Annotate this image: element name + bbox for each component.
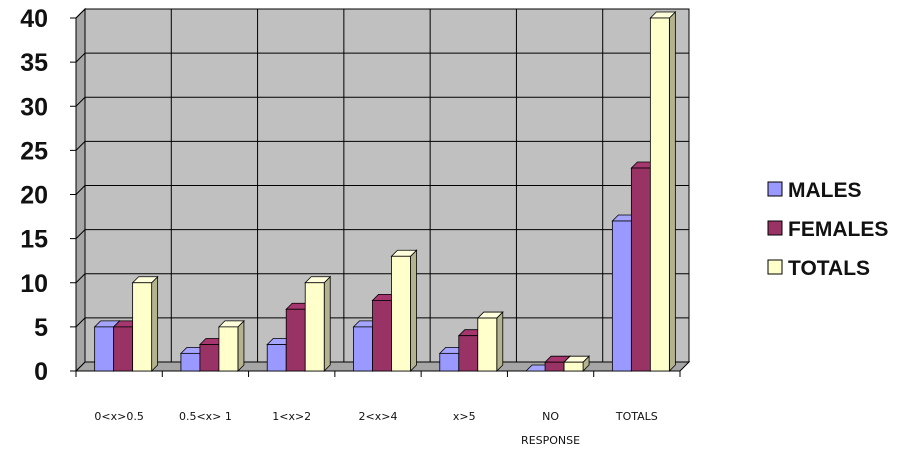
legend-label: TOTALS [788,257,870,280]
bar-totals [390,249,418,372]
bar-totals [131,275,159,372]
x-tick-label: x>5 [453,410,476,423]
gridline [75,273,86,284]
y-tick-label: 0 [34,358,48,386]
legend-label: FEMALES [788,218,888,241]
y-tick-label: 30 [20,93,48,121]
bars [93,11,677,372]
x-tick-label: TOTALS [615,410,658,423]
legend-item-totals: TOTALS [767,257,870,280]
x-tick-label: 0<x>0.5 [94,410,143,423]
bar-totals [304,275,332,372]
gridline [75,96,86,107]
legend-item-females: FEMALES [767,218,888,241]
y-tick-label: 35 [20,49,48,77]
bar-totals [217,319,245,372]
gridline [75,52,86,63]
y-tick-label: 5 [34,314,48,342]
x-tick-label: NO RESPONSE [521,410,580,447]
x-tick-label: 2<x>4 [359,410,398,423]
y-tick-label: 40 [20,5,48,33]
legend-swatch [767,259,783,275]
y-axis-tick-labels: 0 5 10 15 20 25 30 35 40 [20,5,48,386]
gridline [75,185,86,195]
gridline [75,317,86,328]
bar-totals [563,355,591,372]
gridline [75,229,86,239]
x-tick-label: 1<x>2 [272,410,311,423]
bar-totals [649,11,677,372]
legend: MALES FEMALES TOTALS [767,179,888,280]
gridline [75,141,86,151]
y-tick-label: 25 [20,137,48,165]
legend-item-males: MALES [767,179,862,202]
gridline [75,8,86,19]
legend-label: MALES [788,179,862,202]
legend-swatch [767,220,783,236]
y-tick-label: 20 [20,182,48,210]
x-tick-label: 0.5<x> 1 [179,410,232,423]
legend-swatch [767,181,783,197]
x-axis-tick-labels: 0<x>0.5 0.5<x> 1 1<x>2 2<x>4 x>5 NO RESPONSE TO… [94,410,657,447]
y-tick-label: 10 [20,270,48,298]
y-tick-label: 15 [20,226,48,254]
bar-totals [476,311,504,372]
